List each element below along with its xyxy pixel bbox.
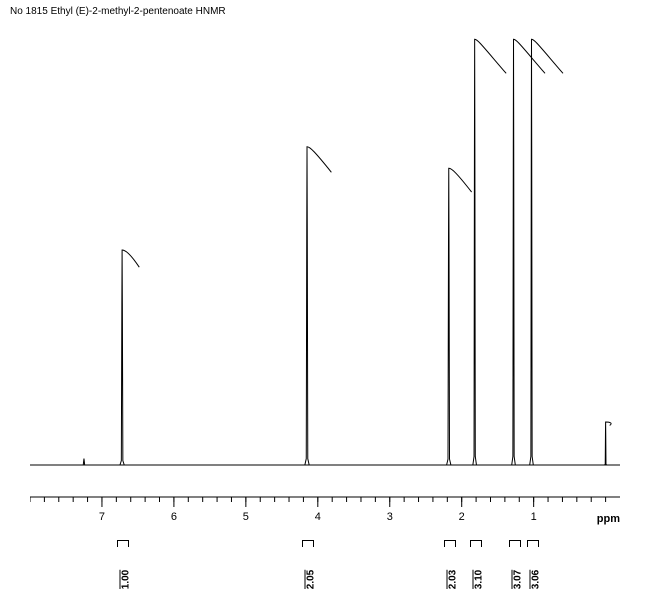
integration-bracket xyxy=(117,540,129,547)
integration-bracket xyxy=(444,540,456,547)
axis-tick-label: 6 xyxy=(171,511,177,523)
axis-tick-label: 2 xyxy=(459,511,465,523)
x-axis: 7 6 5 4 3 2 1 ppm xyxy=(30,495,620,535)
nmr-figure: No 1815 Ethyl (E)-2-methyl-2-pentenoate … xyxy=(0,0,650,581)
axis-tick-label: 4 xyxy=(315,511,321,523)
integration-bracket xyxy=(470,540,482,547)
integration-value: 3.06 xyxy=(530,570,541,589)
spectrum-svg xyxy=(30,30,620,470)
figure-title: No 1815 Ethyl (E)-2-methyl-2-pentenoate … xyxy=(10,6,226,17)
axis-tick-label: 7 xyxy=(99,511,105,523)
integration-value: 2.03 xyxy=(447,570,458,589)
ppm-unit-label: ppm xyxy=(597,513,620,525)
axis-tick-label: 3 xyxy=(387,511,393,523)
integration-bracket xyxy=(527,540,539,547)
integration-labels: 1.002.052.033.103.073.06 xyxy=(30,540,620,580)
integration-bracket xyxy=(302,540,314,547)
spectrum-plot xyxy=(30,30,620,470)
axis-tick-label: 5 xyxy=(243,511,249,523)
integration-bracket xyxy=(509,540,521,547)
integration-value: 2.05 xyxy=(306,570,317,589)
integration-value: 3.10 xyxy=(473,570,484,589)
integration-value: 3.07 xyxy=(512,570,523,589)
axis-tick-label: 1 xyxy=(531,511,537,523)
integration-value: 1.00 xyxy=(121,570,132,589)
